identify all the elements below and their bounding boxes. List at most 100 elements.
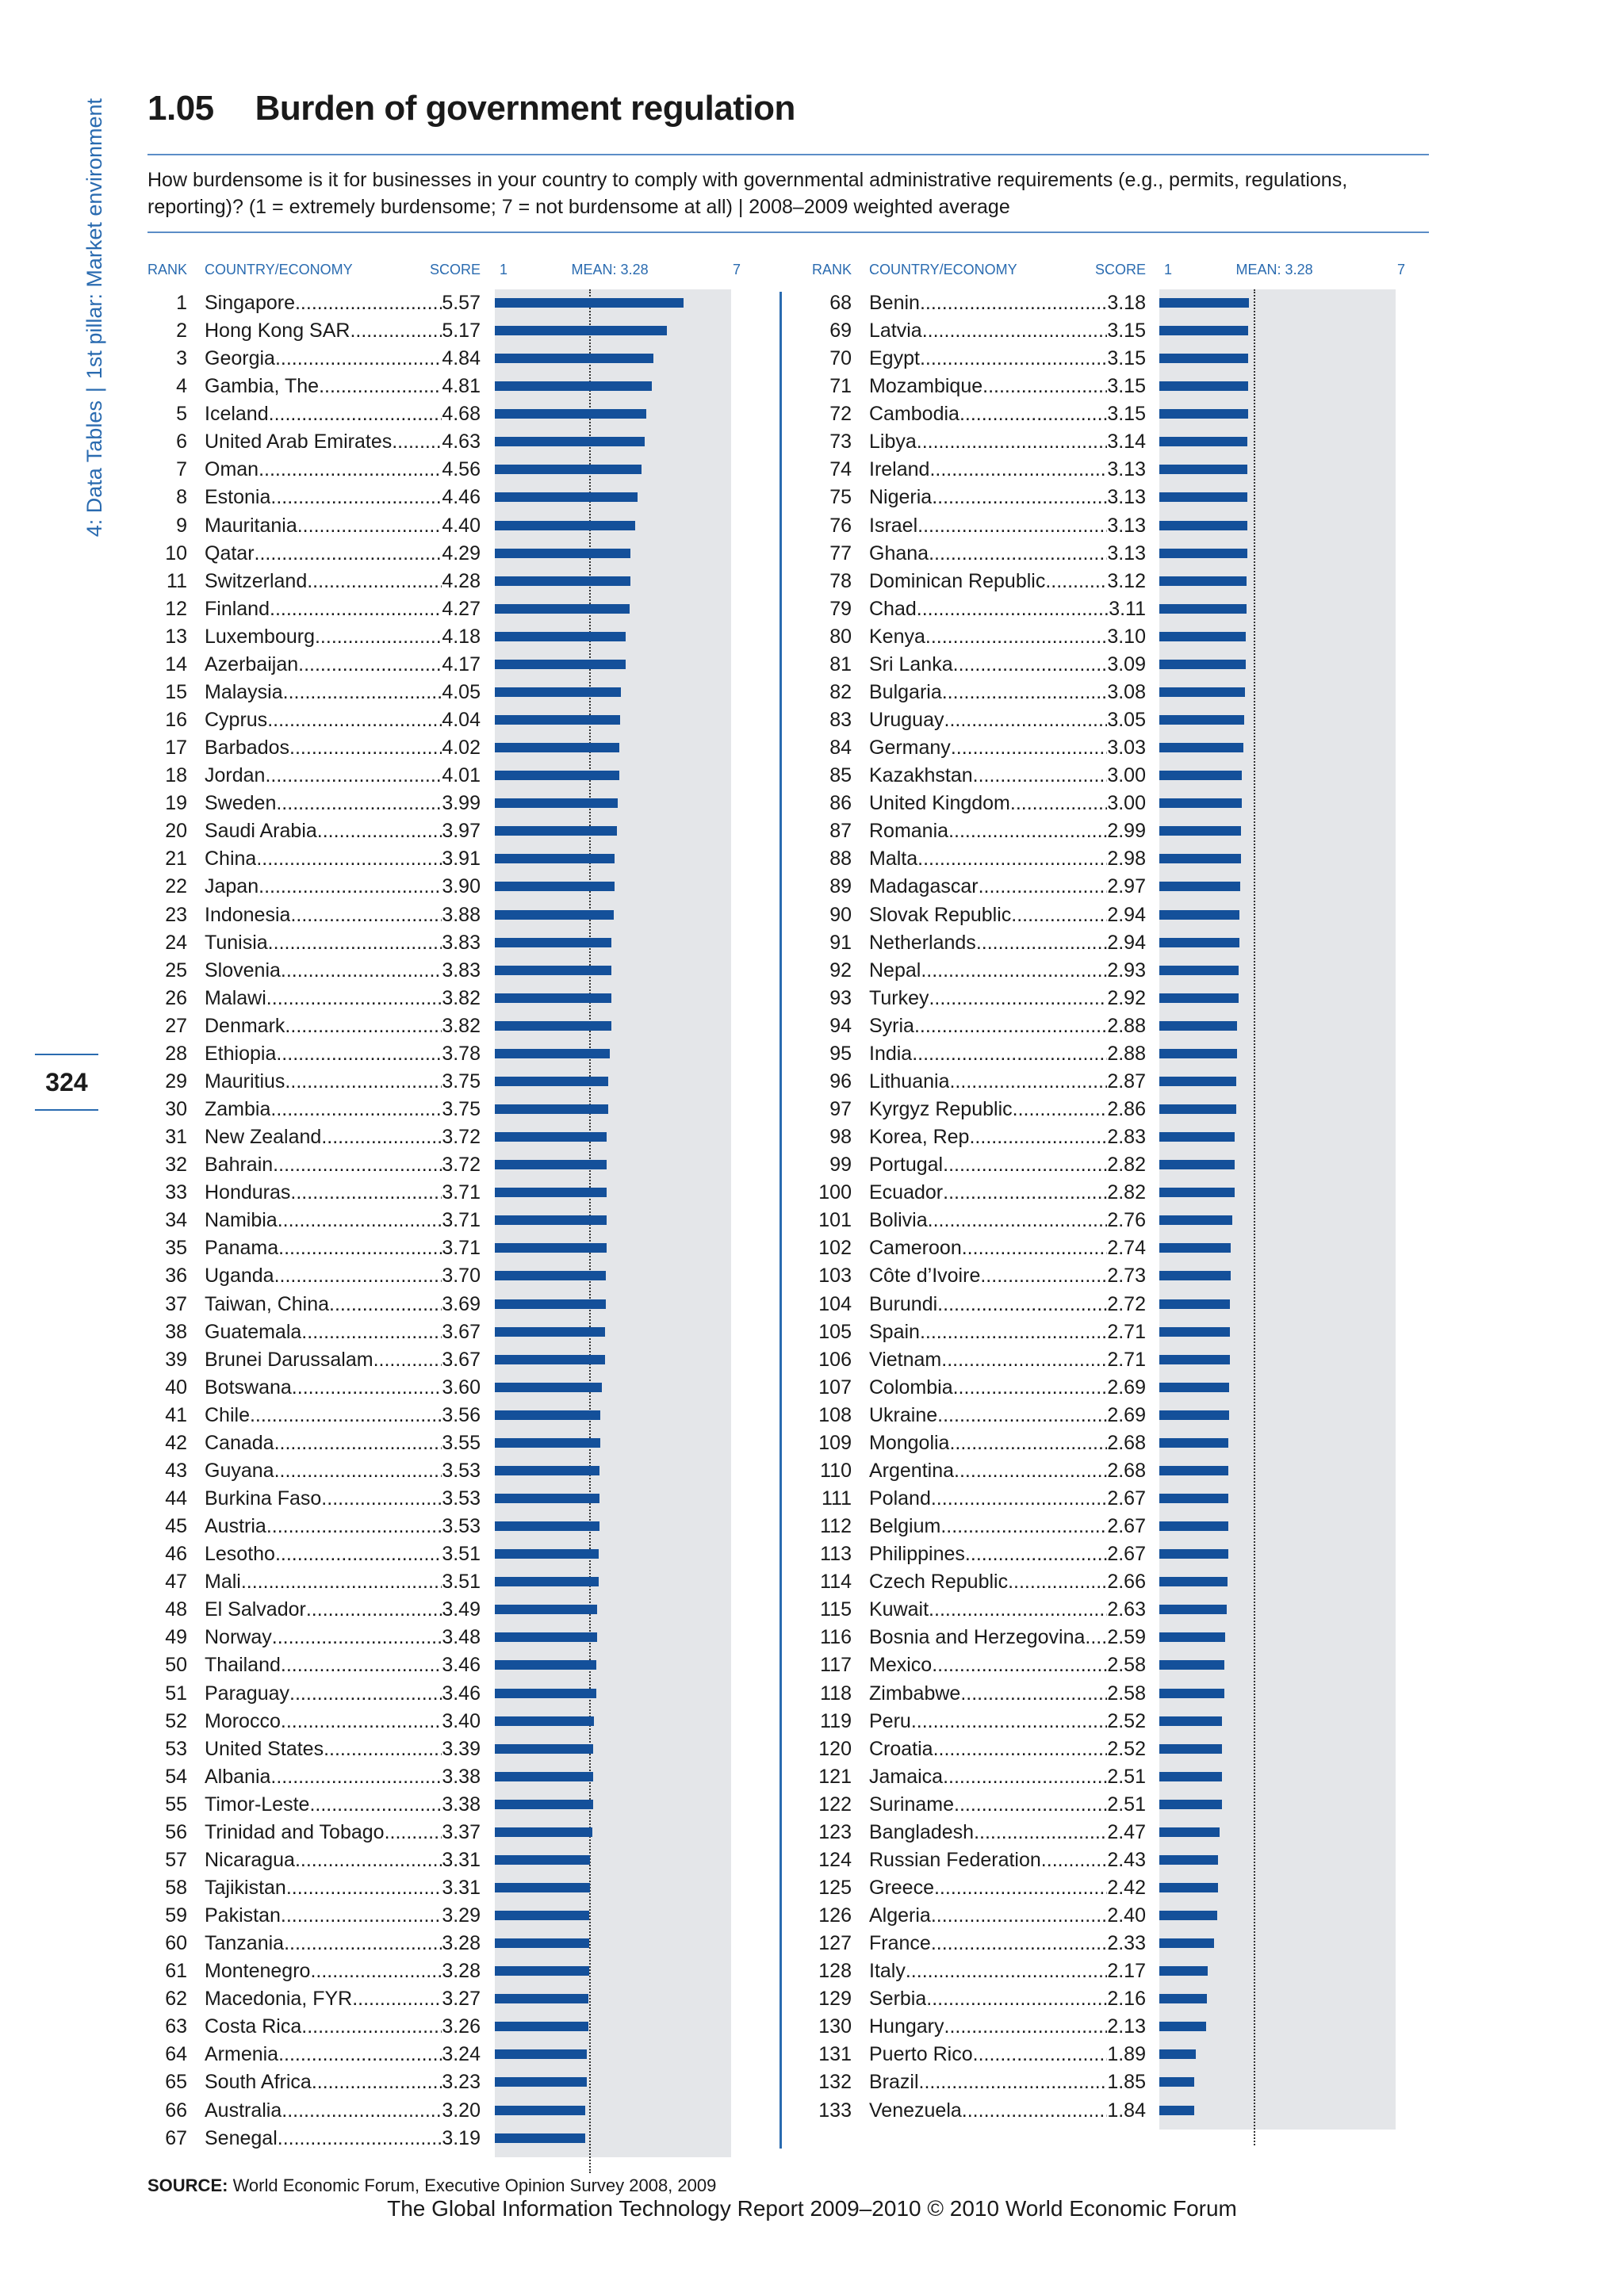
row-country: South Africa [205, 2071, 312, 2094]
row-score: 3.83 [442, 959, 481, 982]
row-score: 2.33 [1107, 1932, 1146, 1955]
bar-124 [1159, 1854, 1219, 1865]
row-country: Kuwait [869, 1598, 929, 1621]
row-rank: 46 [165, 1543, 187, 1566]
table-row: 65 South Africa..........................… [147, 2068, 481, 2096]
row-score: 2.17 [1107, 1960, 1146, 1983]
table-row: 71 Mozambique............................… [812, 373, 1146, 400]
dot-leader: ........................................… [285, 1876, 442, 1899]
bar-103 [1159, 1271, 1231, 1281]
bar-40 [495, 1382, 603, 1392]
bar-68 [1159, 298, 1250, 308]
row-rank: 102 [818, 1237, 852, 1260]
table-row: 41 Chile.................................… [147, 1402, 481, 1429]
row-country: Japan [205, 875, 259, 898]
table-row: 98 Korea, Rep............................… [812, 1123, 1146, 1151]
row-country: Croatia [869, 1737, 933, 1760]
dot-leader: ........................................… [933, 1876, 1107, 1899]
dot-leader: ........................................… [919, 347, 1108, 370]
row-score: 3.90 [442, 875, 481, 898]
bar-115 [1159, 1605, 1227, 1615]
bar-44 [495, 1494, 599, 1503]
bar-79 [1159, 603, 1247, 614]
row-rank: 57 [165, 1848, 187, 1871]
row-score: 2.94 [1107, 931, 1146, 954]
row-country: El Salvador [205, 1598, 306, 1621]
row-score: 3.69 [442, 1292, 481, 1315]
row-score: 4.56 [442, 458, 481, 481]
table-row: 69 Latvia................................… [812, 317, 1146, 345]
bar-117 [1159, 1660, 1225, 1670]
row-country: Philippines [869, 1543, 965, 1566]
dot-leader: ........................................… [270, 597, 442, 620]
bar-24 [495, 937, 612, 947]
row-rank: 41 [165, 1403, 187, 1426]
row-rank: 70 [829, 347, 852, 370]
bar-6 [495, 437, 645, 447]
row-rank: 91 [829, 931, 852, 954]
table-row: 63 Costa Rica............................… [147, 2013, 481, 2041]
row-rank: 114 [820, 1571, 852, 1594]
row-score: 4.84 [442, 347, 481, 370]
bar-48 [495, 1605, 598, 1615]
row-rank: 84 [829, 737, 852, 760]
row-rank: 19 [165, 792, 187, 815]
row-rank: 107 [818, 1376, 852, 1399]
table-row: 36 Uganda................................… [147, 1262, 481, 1290]
row-rank: 38 [165, 1320, 187, 1343]
dot-leader: ........................................… [305, 1598, 442, 1621]
row-score: 3.88 [442, 903, 481, 926]
dot-leader: ........................................… [961, 1237, 1108, 1260]
row-country: Italy [869, 1960, 906, 1983]
row-country: Turkey [869, 986, 929, 1009]
bar-86 [1159, 798, 1242, 809]
row-score: 4.46 [442, 486, 481, 509]
row-country: Guatemala [205, 1320, 302, 1343]
bar-26 [495, 993, 611, 1003]
row-country: Lithuania [869, 1070, 950, 1093]
bar-47 [495, 1577, 599, 1587]
dot-leader: ........................................… [1009, 792, 1107, 815]
row-rank: 93 [829, 986, 852, 1009]
bar-61 [495, 1966, 589, 1976]
row-rank: 24 [165, 931, 187, 954]
row-country: Senegal [205, 2126, 278, 2149]
table-row: 13 Luxembourg............................… [147, 623, 481, 651]
row-rank: 74 [829, 458, 852, 481]
row-country: Czech Republic [869, 1571, 1009, 1594]
row-country: Jordan [205, 764, 266, 787]
row-country: Barbados [205, 737, 290, 760]
row-country: Ecuador [869, 1181, 944, 1204]
table-row: 94 Syria.................................… [812, 1012, 1146, 1040]
dot-leader: ........................................… [921, 320, 1108, 342]
bar-112 [1159, 1521, 1228, 1532]
dot-leader: ........................................… [309, 1793, 442, 1816]
scale-max-label: 7 [733, 262, 741, 277]
row-score: 1.84 [1107, 2099, 1146, 2122]
bar-95 [1159, 1048, 1237, 1058]
table-row: 130 Hungary..............................… [812, 2013, 1146, 2041]
dot-leader: ........................................… [274, 1265, 442, 1288]
row-rank: 124 [818, 1848, 852, 1871]
row-rank: 108 [818, 1403, 852, 1426]
bar-97 [1159, 1104, 1236, 1115]
row-score: 3.55 [442, 1431, 481, 1454]
table-row: 106 Vietnam..............................… [812, 1346, 1146, 1374]
row-country: Egypt [869, 347, 920, 370]
bar-69 [1159, 326, 1248, 336]
row-rank: 88 [829, 848, 852, 871]
row-country: Libya [869, 430, 917, 453]
row-score: 2.74 [1107, 1237, 1146, 1260]
table-row: 59 Pakistan..............................… [147, 1902, 481, 1930]
row-country: Guyana [205, 1459, 274, 1482]
table-row: 133 Venezuela............................… [812, 2097, 1146, 2125]
row-rank: 121 [818, 1765, 852, 1788]
bar-119 [1159, 1716, 1223, 1726]
table-row: 90 Slovak Republic.......................… [812, 901, 1146, 929]
table-row: 111 Poland...............................… [812, 1485, 1146, 1513]
row-rank: 94 [829, 1014, 852, 1037]
row-rank: 15 [165, 680, 187, 703]
row-country: Costa Rica [205, 2015, 302, 2038]
dot-leader: ........................................… [276, 792, 442, 815]
table-row: 12 Finland...............................… [147, 595, 481, 623]
